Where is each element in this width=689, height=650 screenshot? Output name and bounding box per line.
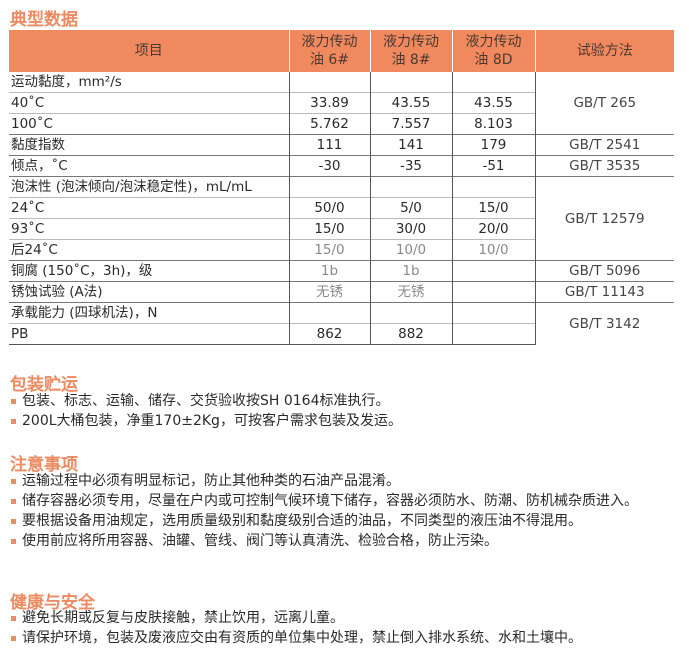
section-title-health-safety: 健康与安全	[10, 593, 95, 613]
table-row: 后24˚C 15/0 10/0 10/0	[9, 239, 674, 261]
table-row: 泡沫性 (泡沫倾向/泡沫稳定性)，mL/mL GB/T 12579	[9, 176, 674, 261]
section-title-precautions: 注意事项	[10, 455, 78, 475]
header-6: 液力传动油 6#	[288, 30, 370, 72]
method: GB/T 3535	[534, 155, 674, 177]
header-method: 试验方法	[534, 30, 674, 72]
table-row: 倾点，˚C -30 -35 -51 GB/T 3535	[9, 155, 674, 177]
method: GB/T 11143	[534, 281, 674, 303]
table-row: 40˚C 33.89 43.55 43.55	[9, 92, 674, 114]
table-row: 100˚C 5.762 7.557 8.103	[9, 113, 674, 135]
table-row: 93˚C 15/0 30/0 20/0	[9, 218, 674, 240]
method: GB/T 5096	[534, 260, 674, 282]
table-row: 铜腐 (150˚C，3h)，级 1b 1b GB/T 5096	[9, 260, 674, 282]
list-item: 运输过程中必须有明显标记，防止其他种类的石油产品混淆。	[10, 471, 680, 491]
list-item: 200L大桶包装，净重170±2Kg，可按客户需求包装及发运。	[10, 411, 680, 431]
list-item: 包装、标志、运输、储存、交货验收按SH 0164标准执行。	[10, 391, 680, 411]
method: GB/T 2541	[534, 134, 674, 156]
table-row: 黏度指数 111 141 179 GB/T 2541	[9, 134, 674, 156]
method: GB/T 12579	[534, 176, 674, 261]
page-title: 典型数据	[10, 10, 78, 30]
table-row: 承载能力 (四球机法)，N GB/T 3142	[9, 302, 674, 345]
typical-data-table: 项目 液力传动油 6# 液力传动油 8# 液力传动油 8D 试验方法 运动黏度，…	[9, 30, 674, 345]
list-item: 避免长期或反复与皮肤接触，禁止饮用，远离儿童。	[10, 608, 680, 628]
table-row: PB 862 882	[9, 323, 674, 345]
list-item: 要根据设备用油规定，选用质量级别和黏度级别合适的油品，不同类型的液压油不得混用。	[10, 511, 680, 531]
table-row: 锈蚀试验 (A法) 无锈 无锈 GB/T 11143	[9, 281, 674, 303]
health-safety-list: 避免长期或反复与皮肤接触，禁止饮用，远离儿童。 请保护环境，包装及废液应交由有资…	[10, 608, 680, 648]
header-item: 项目	[9, 30, 289, 72]
packaging-list: 包装、标志、运输、储存、交货验收按SH 0164标准执行。 200L大桶包装，净…	[10, 391, 680, 431]
section-title-packaging: 包装贮运	[10, 375, 78, 395]
method: GB/T 3142	[534, 302, 674, 345]
header-8: 液力传动油 8#	[369, 30, 452, 72]
table-row: 24˚C 50/0 5/0 15/0	[9, 197, 674, 219]
table-header: 项目 液力传动油 6# 液力传动油 8# 液力传动油 8D 试验方法	[9, 30, 674, 72]
header-8d: 液力传动油 8D	[451, 30, 535, 72]
precautions-list: 运输过程中必须有明显标记，防止其他种类的石油产品混淆。 储存容器必须专用，尽量在…	[10, 471, 680, 551]
method: GB/T 265	[534, 72, 674, 135]
list-item: 请保护环境，包装及废液应交由有资质的单位集中处理，禁止倒入排水系统、水和土壤中。	[10, 628, 680, 648]
list-item: 使用前应将所用容器、油罐、管线、阀门等认真清洗、检验合格，防止污染。	[10, 531, 680, 551]
list-item: 储存容器必须专用，尽量在户内或可控制气候环境下储存，容器必须防水、防潮、防机械杂…	[10, 491, 680, 511]
table-row: 运动黏度，mm²/s GB/T 265	[9, 72, 674, 135]
